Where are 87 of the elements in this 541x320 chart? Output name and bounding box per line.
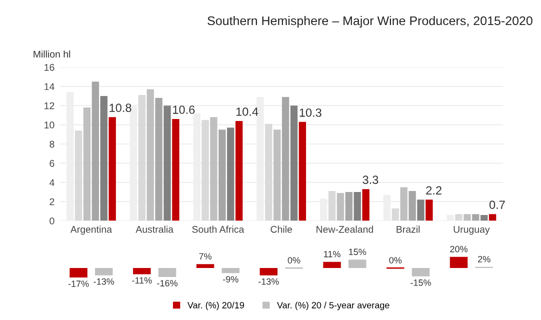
y-tick-label: 4: [49, 179, 54, 186]
bar: [196, 264, 214, 268]
chart-title: Southern Hemisphere – Major Wine Producers, 2015-2020: [208, 16, 532, 28]
bar: [172, 119, 180, 221]
bar: [265, 124, 272, 221]
bar: [235, 120, 243, 221]
bar: [70, 268, 88, 278]
bar: [146, 89, 154, 221]
bar: [158, 268, 176, 277]
y-tick-label: 0: [50, 218, 54, 224]
bar: [345, 192, 353, 221]
bar: [400, 187, 408, 221]
data-label: -11%: [132, 277, 152, 284]
x-tick-label: Argentina: [70, 226, 112, 235]
bar: [260, 268, 278, 276]
bar: [155, 98, 162, 221]
bar: [298, 122, 306, 221]
bar: [426, 200, 433, 221]
x-tick-label: Chile: [270, 226, 292, 233]
bar: [133, 268, 151, 274]
y-tick-label: 6: [50, 160, 54, 167]
bar: [290, 106, 298, 221]
bar: [417, 200, 424, 221]
bar: [348, 260, 366, 268]
x-tick-label: Uruguay: [454, 226, 490, 235]
y-tick-label: 8: [50, 140, 54, 148]
data-label: 2%: [478, 256, 490, 262]
bar: [202, 120, 209, 221]
data-label: -15%: [410, 279, 431, 286]
bar: [328, 191, 336, 221]
bar: [274, 130, 281, 221]
data-label: -13%: [258, 278, 279, 285]
bar: [323, 262, 341, 268]
bar: [488, 214, 496, 221]
data-label: 3.3: [362, 176, 378, 184]
x-tick-label: Brazil: [396, 226, 420, 233]
bar: [336, 192, 344, 221]
bar: [408, 191, 416, 221]
data-label: 7%: [199, 253, 212, 260]
data-label: 10.4: [236, 107, 258, 116]
bar: [480, 215, 488, 221]
y-axis-title: Million hl: [34, 50, 70, 58]
bar: [108, 117, 116, 221]
data-label: -17%: [68, 280, 89, 287]
bar: [92, 82, 100, 221]
bar: [138, 95, 146, 221]
data-label: 10.6: [173, 106, 195, 114]
bar: [222, 268, 240, 274]
data-label: 15%: [349, 248, 366, 256]
bar: [362, 189, 370, 221]
bar: [95, 268, 113, 276]
bar: [392, 208, 399, 221]
data-label: -13%: [94, 278, 114, 285]
y-tick-label: 16: [44, 64, 54, 71]
bar: [464, 214, 471, 221]
y-tick-label: 14: [44, 83, 54, 90]
data-label: 2.2: [426, 186, 442, 194]
y-tick-label: 2: [50, 198, 54, 206]
bar: [227, 128, 234, 221]
data-label: 11%: [324, 250, 340, 258]
x-tick-label: New-Zealand: [316, 226, 373, 233]
bar: [164, 106, 171, 221]
data-label: 0%: [389, 257, 402, 264]
data-label: 0%: [288, 257, 300, 264]
legend-label: Var. (%) 20/19: [187, 302, 244, 310]
bar: [455, 214, 462, 221]
bar: [282, 96, 290, 221]
data-label: 10.3: [300, 108, 322, 117]
data-label: -16%: [157, 280, 178, 286]
y-tick-label: 10: [44, 122, 54, 128]
legend-label: Var. (%) 20 / 5-year average: [276, 302, 390, 310]
y-tick-label: 12: [44, 102, 54, 110]
bar: [74, 130, 82, 221]
x-tick-label: Australia: [136, 226, 174, 233]
bar: [83, 108, 91, 221]
bar: [100, 96, 108, 221]
bar: [450, 256, 468, 268]
bar: [472, 214, 480, 221]
data-label: -9%: [222, 276, 238, 282]
data-label: 0.7: [489, 200, 505, 209]
bar: [354, 192, 361, 221]
bar: [210, 117, 218, 221]
x-tick-label: South Africa: [192, 226, 244, 233]
data-label: 10.8: [110, 104, 132, 112]
bar: [218, 130, 226, 221]
bar: [412, 268, 430, 276]
data-label: 20%: [450, 246, 468, 252]
